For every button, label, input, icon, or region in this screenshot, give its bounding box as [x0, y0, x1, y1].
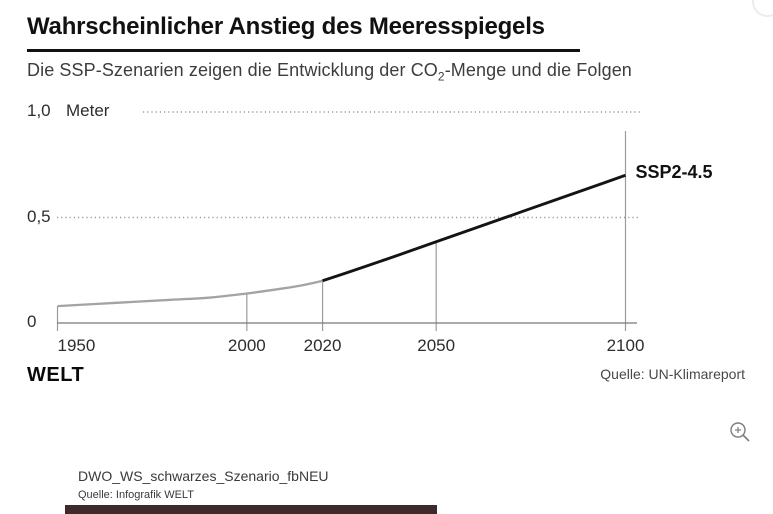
welt-logo: WELT: [27, 364, 85, 386]
subtitle-text-post: -Menge und die Folgen: [444, 60, 632, 80]
subtitle-text-pre: Die SSP-Szenarien zeigen die Entwicklung…: [27, 60, 438, 80]
subtitle-co2-subscript: 2: [437, 69, 445, 84]
graphic-credit: Quelle: Infografik WELT: [78, 489, 194, 501]
title-underline: [27, 49, 580, 52]
zoom-in-icon[interactable]: [727, 419, 754, 446]
page-title: Wahrscheinlicher Anstieg des Meeresspieg…: [27, 13, 545, 40]
corner-circle-decoration: [752, 0, 773, 17]
chart-subtitle: Die SSP-Szenarien zeigen die Entwicklung…: [27, 60, 632, 84]
series-curve-projection: [322, 173, 626, 283]
bottom-bar: [65, 505, 437, 514]
graphic-filename: DWO_WS_schwarzes_Szenario_fbNEU: [78, 468, 329, 484]
series-curve-historical: [57, 279, 323, 308]
chart-source: Quelle: UN-Klimareport: [600, 366, 745, 382]
